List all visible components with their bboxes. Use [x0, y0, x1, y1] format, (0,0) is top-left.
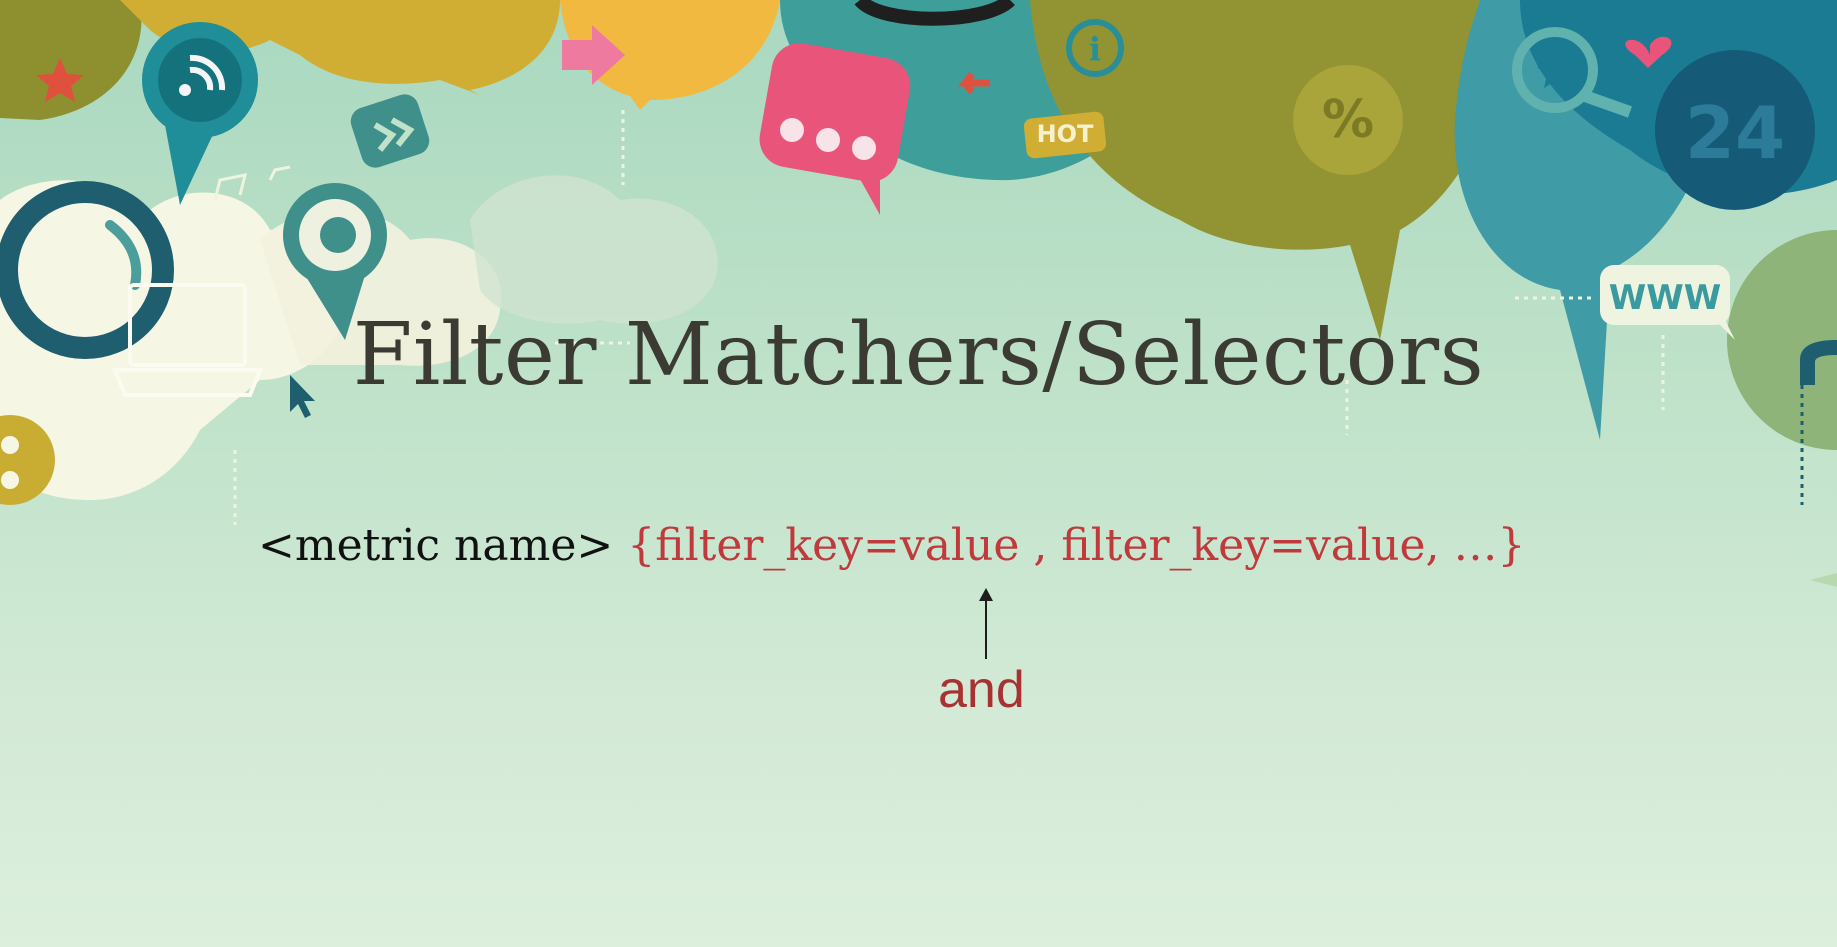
blue-star-icon — [1537, 54, 1573, 88]
white-dot — [1, 436, 19, 454]
pink-chat-tail — [855, 160, 880, 215]
hours-24-badge — [1655, 50, 1815, 210]
laptop-base — [112, 368, 263, 397]
white-dot-2 — [1, 471, 19, 489]
www-bubble — [1600, 265, 1730, 325]
www-bubble-tail — [1715, 310, 1735, 340]
music-notes-icon — [213, 165, 291, 201]
and-annotation: and — [938, 661, 1025, 719]
magnifier-highlight — [105, 220, 142, 290]
chat-dot-3 — [852, 136, 876, 160]
rss-dot — [179, 84, 191, 96]
cursor-icon — [290, 375, 315, 418]
red-star-icon — [36, 58, 84, 102]
decor-hot-text: HOT — [1037, 120, 1094, 148]
decor-24-text: 24 — [1685, 91, 1785, 175]
orange-speech-bubble — [560, 0, 780, 110]
percent-badge — [1293, 65, 1403, 175]
slide-title: Filter Matchers/Selectors — [352, 305, 1485, 405]
decor-percent-text: % — [1322, 90, 1374, 150]
filter-set-part: {filter_key=value , filter_key=value, …} — [627, 520, 1526, 571]
pink-arrow-icon — [562, 25, 625, 85]
green-gear-shape — [1727, 230, 1837, 450]
up-arrow-line — [985, 593, 987, 659]
olive-speech-bubble-left — [0, 0, 142, 120]
info-circle-icon — [1066, 19, 1124, 77]
heart-icon — [1625, 36, 1672, 68]
decor-www-text: WWW — [1609, 278, 1722, 318]
pale-cloud-center — [470, 175, 718, 324]
laptop-icon — [128, 283, 247, 367]
magnifier-right-handle — [1579, 89, 1633, 118]
magnifier-right-icon — [1512, 27, 1598, 113]
metric-filter-formula: <metric name> {filter_key=value , filter… — [258, 520, 1525, 571]
bird-pin-tail — [305, 275, 365, 340]
red-arrow-icon — [957, 71, 990, 95]
faucet-icon — [1800, 340, 1837, 385]
mustard-speech-bubble — [120, 0, 560, 95]
rss-pin-inner — [158, 38, 242, 122]
rss-waves — [189, 54, 226, 91]
decor-info-text: i — [1089, 30, 1101, 68]
chat-dot-1 — [780, 118, 804, 142]
hot-badge — [1023, 111, 1107, 159]
cream-cloud-left — [0, 180, 352, 500]
chevron-icon — [373, 117, 415, 152]
bird-shape — [320, 217, 356, 253]
metric-name-part: <metric name> — [258, 520, 614, 571]
rss-pin-tail — [165, 125, 215, 205]
pale-arrow-icon — [1810, 573, 1837, 587]
pink-chat-bubble — [759, 43, 911, 182]
dark-gear-arc — [854, 0, 1015, 26]
chat-dot-2 — [816, 128, 840, 152]
magnifier-ring-left — [0, 181, 174, 359]
